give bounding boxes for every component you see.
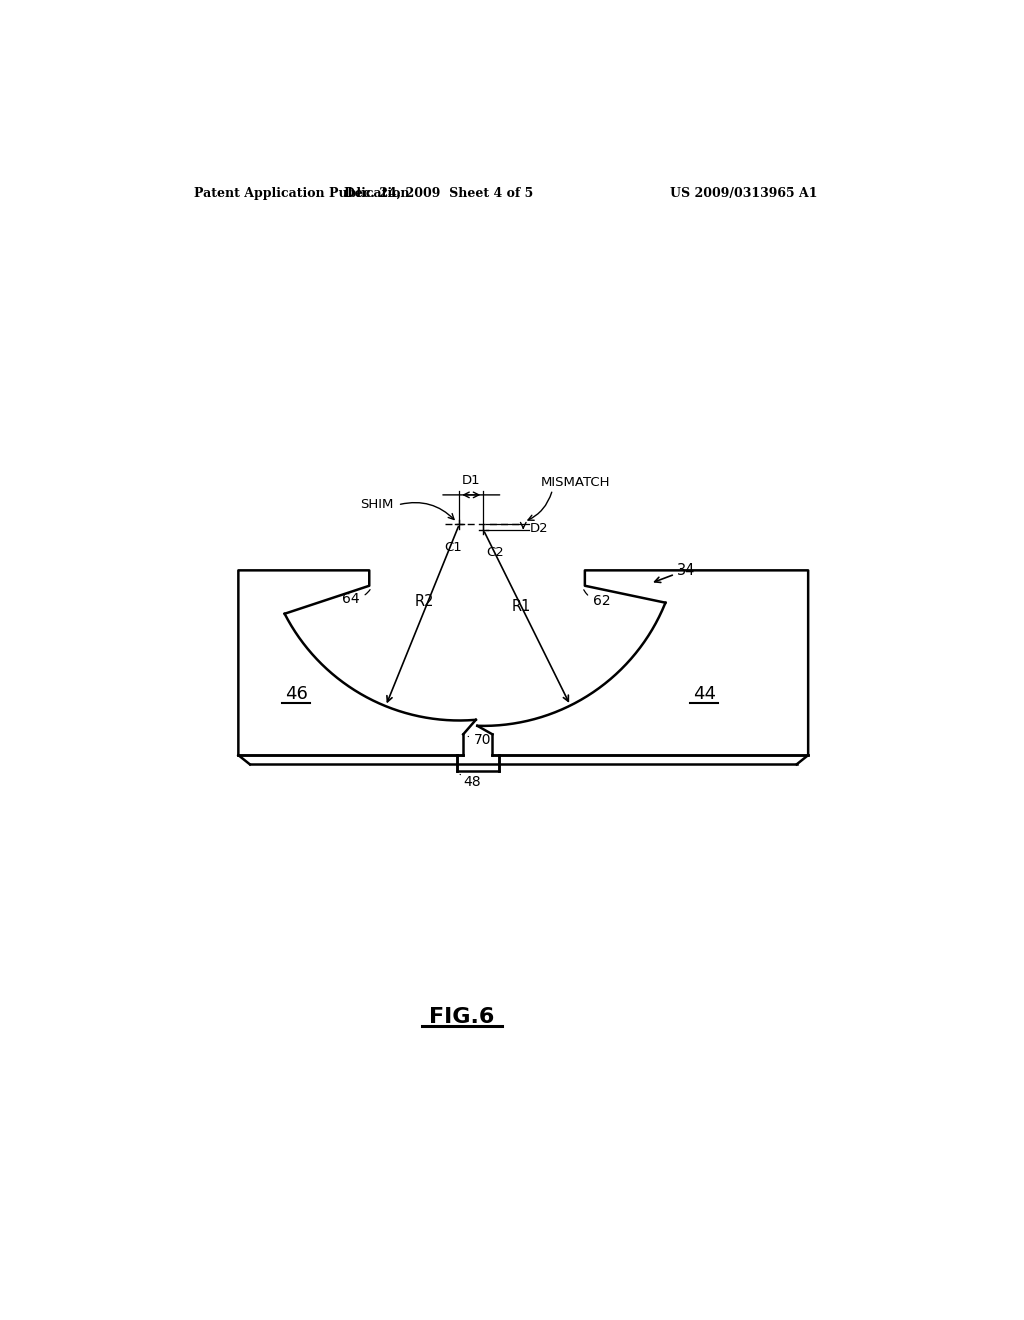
Text: 46: 46 bbox=[285, 685, 307, 702]
Text: SHIM: SHIM bbox=[360, 499, 394, 511]
Text: 64: 64 bbox=[342, 590, 370, 606]
Text: 44: 44 bbox=[692, 685, 716, 702]
Text: 70: 70 bbox=[468, 733, 492, 747]
Text: Dec. 24, 2009  Sheet 4 of 5: Dec. 24, 2009 Sheet 4 of 5 bbox=[344, 186, 534, 199]
Text: 62: 62 bbox=[584, 590, 610, 609]
Text: C2: C2 bbox=[486, 546, 504, 560]
Text: FIG.6: FIG.6 bbox=[429, 1007, 495, 1027]
Text: MISMATCH: MISMATCH bbox=[541, 477, 610, 490]
Text: D1: D1 bbox=[462, 474, 480, 487]
Text: R2: R2 bbox=[415, 594, 434, 609]
Text: 34: 34 bbox=[677, 562, 695, 578]
Text: R1: R1 bbox=[512, 599, 531, 614]
Text: US 2009/0313965 A1: US 2009/0313965 A1 bbox=[670, 186, 817, 199]
Text: C1: C1 bbox=[444, 541, 462, 554]
Text: 48: 48 bbox=[460, 775, 481, 789]
Text: D2: D2 bbox=[529, 521, 548, 535]
Text: Patent Application Publication: Patent Application Publication bbox=[194, 186, 410, 199]
